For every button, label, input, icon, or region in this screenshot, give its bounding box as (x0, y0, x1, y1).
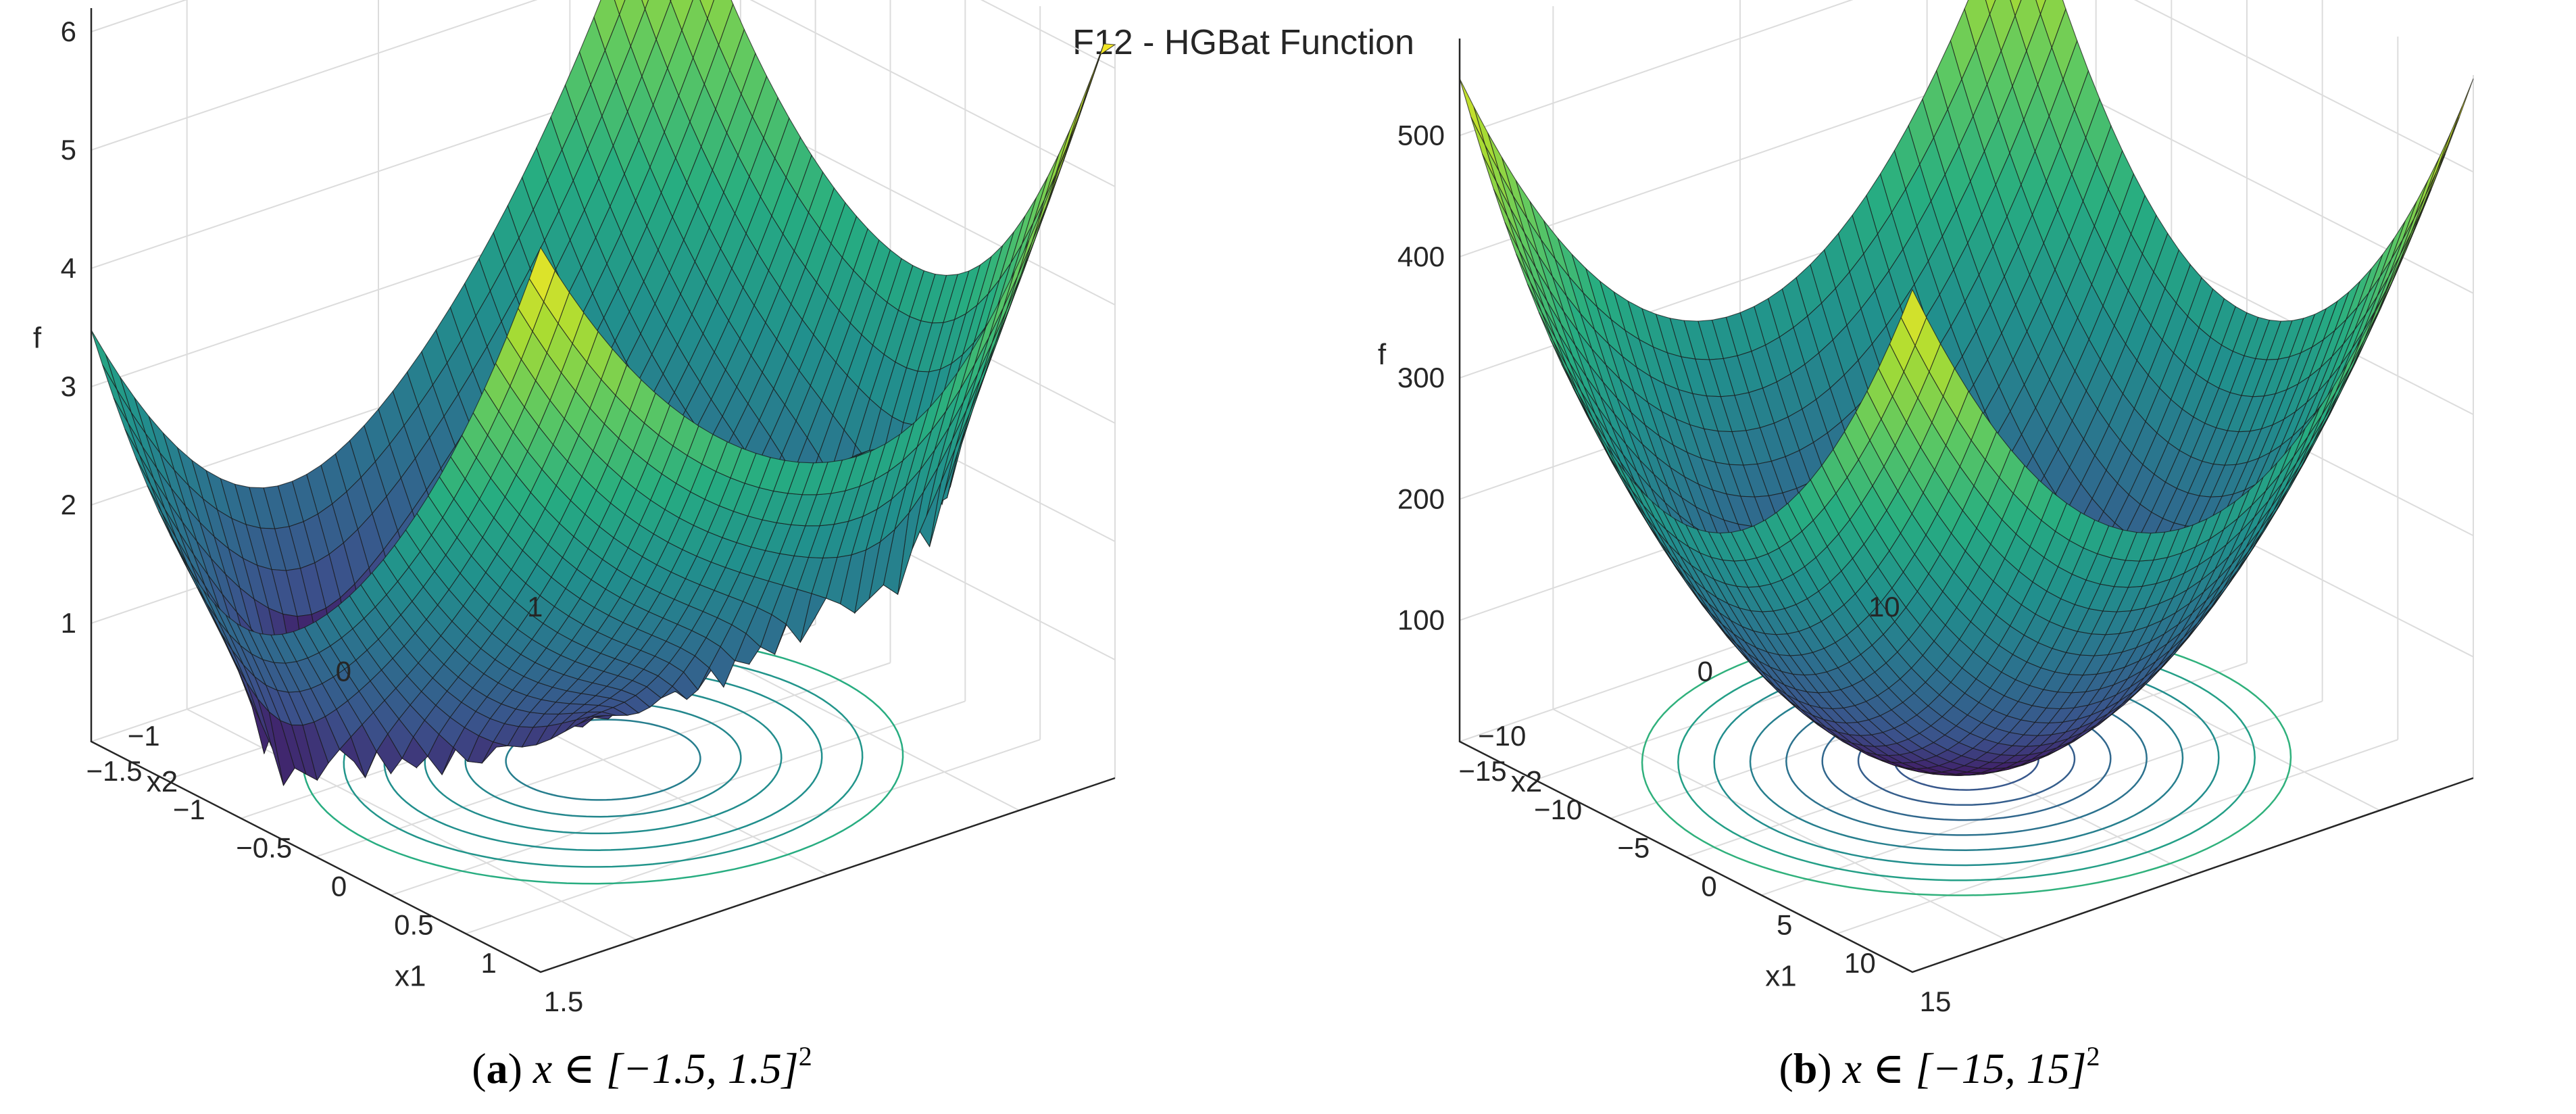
x1-tick-label: 1.5 (544, 986, 583, 1017)
f-tick-label: 400 (1397, 241, 1445, 272)
x1-tick-label: −10 (1534, 794, 1582, 825)
axes-box (1458, 39, 2474, 973)
x2-axis-label: x2 (147, 765, 178, 798)
x1-axis-label: x1 (1765, 960, 1796, 993)
f-axis-label: f (33, 321, 42, 354)
caption-a-letter: a (487, 1044, 508, 1092)
surface-patch (1033, 153, 1060, 223)
surface (91, 0, 1116, 787)
caption-b: (b) x ∈ [−15, 15]2 (1779, 1041, 2100, 1092)
surface-patch (1900, 289, 1927, 347)
surface-patch (528, 246, 555, 303)
caption-a: (a) x ∈ [−1.5, 1.5]2 (472, 1041, 812, 1092)
f-tick-label: 5 (61, 134, 76, 166)
x2-tick-label: 0 (336, 656, 351, 687)
x1-axis-label: x1 (395, 960, 426, 993)
x2-tick-label: 0 (1698, 656, 1713, 687)
x2-tick-label: 10 (1868, 591, 1900, 623)
x1-tick-label: 0 (1701, 871, 1716, 902)
x1-tick-label: −1 (173, 794, 205, 825)
surface (1459, 0, 2474, 777)
f-tick-label: 1 (61, 607, 76, 639)
axes-box (90, 8, 1116, 973)
caption-b-math: x ∈ [−15, 15] (1842, 1044, 2087, 1092)
x1-tick-label: 5 (1777, 909, 1792, 940)
surface-patch (2402, 180, 2429, 240)
f-tick-label: 3 (61, 370, 76, 402)
f-tick-label: 100 (1397, 604, 1445, 636)
x1-tick-label: −15 (1458, 755, 1506, 787)
f-axis-label: f (1378, 338, 1387, 371)
caption-a-sup: 2 (799, 1041, 812, 1071)
surface-patch (91, 329, 118, 390)
x1-tick-label: −5 (1617, 832, 1650, 864)
surface-patch (2413, 157, 2440, 219)
x1-tick-label: −1.5 (86, 755, 143, 787)
f-tick-label: 2 (61, 489, 76, 520)
surface-patch (1459, 78, 1486, 145)
x2-floor-grid-line (1552, 708, 2006, 941)
f-tick-label: 4 (61, 252, 76, 284)
x2-tick-label: −10 (1478, 720, 1526, 752)
x1-tick-label: 1 (480, 947, 496, 979)
x1-tick-label: 15 (1920, 986, 1952, 1017)
axis-labels: f x1 x2 (1378, 338, 1797, 993)
axis-labels: f x1 x2 (33, 321, 426, 992)
x2-floor-grid-line (187, 708, 637, 941)
x1-tick-label: 10 (1844, 947, 1876, 979)
x2-tick-label: −1 (128, 720, 160, 752)
surface-patch (641, 0, 649, 11)
axis-lines (90, 8, 1116, 973)
f-tick-label: 300 (1397, 362, 1445, 393)
axis-lines (1458, 39, 2474, 973)
f-tick-label: 6 (61, 16, 76, 47)
surface-patch (1044, 129, 1071, 200)
caption-b-sup: 2 (2087, 1041, 2100, 1071)
x1-tick-label: 0 (331, 871, 347, 902)
f-tick-label: 200 (1397, 483, 1445, 514)
caption-b-letter: b (1793, 1044, 1818, 1092)
caption-a-math: x ∈ [−1.5, 1.5] (532, 1044, 799, 1092)
x1-tick-label: −0.5 (236, 832, 292, 864)
x1-tick-label: 0.5 (394, 909, 433, 940)
x2-axis-label: x2 (1511, 765, 1542, 798)
figure-title: F12 - HGBat Function (1072, 23, 1414, 62)
x2-tick-label: 1 (527, 591, 543, 623)
f-tick-label: 500 (1397, 119, 1445, 151)
